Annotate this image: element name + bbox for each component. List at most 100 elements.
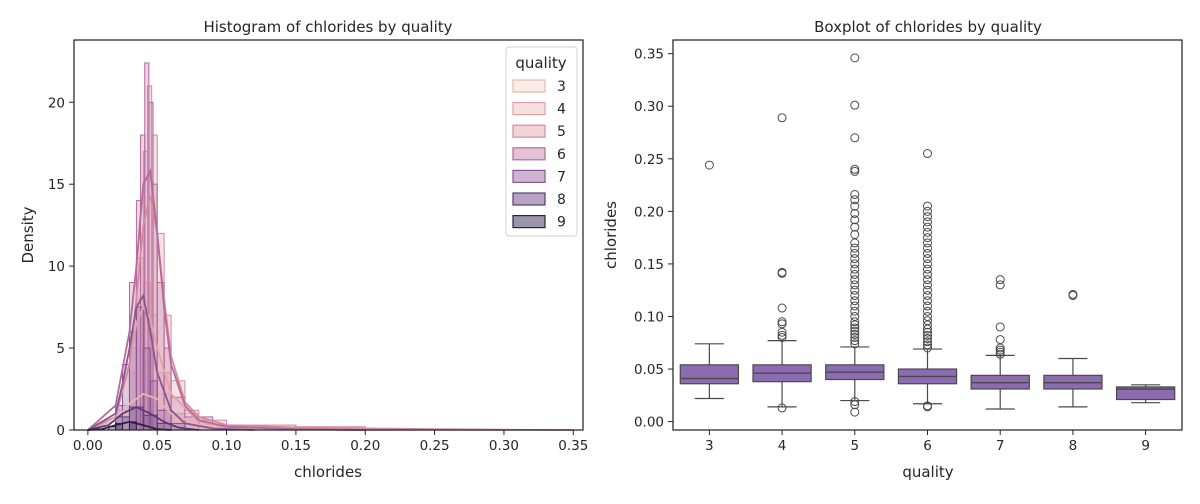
histogram-x-ticks: 0.00 0.05 0.10 0.15 0.20 0.25 0.30 0.35 [73, 430, 588, 454]
outlier-point [923, 243, 932, 253]
outlier-point [850, 311, 860, 321]
outlier-point [850, 133, 860, 143]
legend-label-6: 6 [557, 147, 566, 163]
x-tick-label: 0.20 [350, 438, 380, 454]
outlier-point [923, 233, 932, 243]
x-tick-label: 0.30 [489, 438, 519, 454]
outlier-point [850, 229, 860, 239]
x-tick-label: 0.25 [420, 438, 450, 454]
boxplot-y-label: chlorides [602, 201, 620, 269]
outlier-point [923, 227, 932, 237]
outlier-point [850, 407, 860, 417]
legend-swatch-9 [512, 215, 546, 229]
x-tick-label: 7 [996, 438, 1005, 454]
legend-label-8: 8 [557, 192, 566, 208]
x-tick-label: 4 [778, 438, 787, 454]
outlier-point [923, 337, 932, 347]
legend-swatch-3 [512, 79, 546, 93]
legend-items: 3 4 5 6 7 8 9 [512, 79, 566, 231]
outlier-point [777, 303, 787, 313]
y-tick-label: 0.25 [634, 152, 664, 168]
outlier-point [923, 301, 932, 311]
outlier-point [777, 330, 787, 340]
outlier-point [995, 322, 1005, 332]
outlier-point [777, 267, 787, 277]
legend-swatch-5 [512, 124, 546, 138]
box-quality-6 [897, 149, 958, 412]
box-quality-5 [825, 53, 885, 417]
x-tick-label: 5 [850, 438, 859, 454]
outlier-point [923, 217, 932, 227]
histogram-kde-curves [87, 168, 574, 431]
y-tick-label: 20 [48, 95, 65, 111]
legend-label-3: 3 [557, 79, 566, 95]
legend-swatch-8 [512, 192, 546, 206]
legend-title: quality [515, 54, 566, 72]
y-tick-label: 0.35 [634, 47, 664, 63]
outlier-point [923, 316, 932, 326]
outlier-point [850, 238, 860, 248]
x-tick-label: 0.10 [212, 438, 242, 454]
box-iqr [679, 364, 740, 385]
box-quality-9 [1115, 384, 1176, 404]
outlier-point [923, 306, 932, 316]
histogram-axes-frame [73, 39, 584, 431]
outlier-point [923, 259, 932, 269]
outlier-point [850, 264, 860, 274]
y-tick-label: 0.05 [634, 362, 664, 378]
outlier-point [850, 53, 860, 63]
legend-swatch-6 [512, 147, 546, 161]
outlier-point [1068, 289, 1078, 299]
outlier-point [850, 166, 860, 176]
outlier-point [850, 243, 860, 253]
outlier-point [777, 403, 787, 413]
outlier-point [850, 222, 860, 232]
box-quality-3 [679, 160, 740, 400]
legend-label-9: 9 [557, 215, 566, 231]
y-tick-label: 0.20 [634, 204, 664, 220]
outlier-point [704, 160, 714, 170]
histogram-y-ticks: 0 5 10 15 20 [48, 95, 74, 439]
outlier-point [850, 164, 860, 174]
kde-line-8 [87, 406, 199, 431]
x-tick-label: 0.15 [281, 438, 311, 454]
outlier-point [923, 149, 932, 159]
y-tick-label: 0.15 [634, 257, 664, 273]
y-tick-label: 10 [48, 259, 65, 275]
outlier-point [850, 100, 860, 110]
outlier-point [923, 401, 932, 411]
outlier-point [923, 238, 932, 248]
legend-frame [505, 46, 578, 237]
box-quality-7 [970, 275, 1030, 410]
outlier-point [850, 254, 860, 264]
x-tick-label: 0.05 [142, 438, 172, 454]
histogram-legend: quality 3 4 5 6 7 8 9 [505, 46, 578, 237]
histogram-x-label: chlorides [294, 463, 362, 481]
y-tick-label: 15 [48, 177, 65, 193]
kde-line-9 [87, 420, 172, 431]
outlier-point [923, 275, 932, 285]
outlier-point [995, 275, 1005, 285]
series-6-bars [128, 62, 214, 431]
outlier-point [995, 335, 1005, 345]
outlier-point [850, 306, 860, 316]
boxplot-axes-frame [672, 39, 1183, 431]
outlier-point [995, 345, 1005, 355]
outlier-point [850, 275, 860, 285]
outlier-point [923, 269, 932, 279]
outlier-point [850, 269, 860, 279]
outlier-point [850, 190, 860, 200]
outlier-point [995, 280, 1005, 290]
outlier-point [850, 296, 860, 306]
outlier-point [850, 201, 860, 211]
y-tick-label: 0 [56, 423, 65, 439]
y-tick-label: 0.10 [634, 309, 664, 325]
kde-line-7 [87, 293, 255, 431]
boxplot-y-ticks: 0.00 0.05 0.10 0.15 0.20 0.25 0.30 0.35 [634, 47, 673, 431]
outlier-point [995, 349, 1005, 359]
legend-label-4: 4 [557, 102, 566, 118]
outlier-point [850, 208, 860, 218]
outlier-point [923, 254, 932, 264]
outlier-point [923, 280, 932, 290]
